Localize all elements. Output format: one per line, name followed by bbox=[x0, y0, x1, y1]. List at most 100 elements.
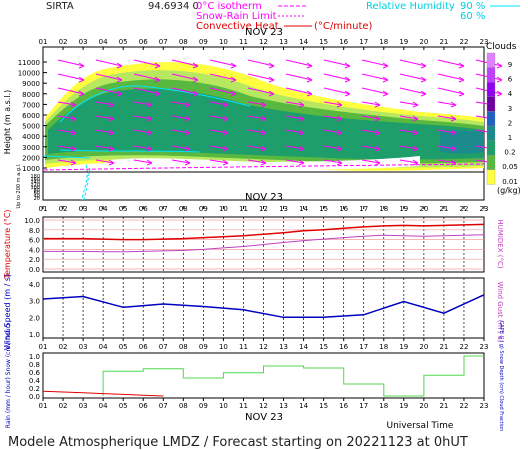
cloud-ylabel: Height (m a.s.l.) bbox=[3, 90, 12, 155]
mid-hour-axis: 0102030405060708091011121314151617181920… bbox=[39, 205, 489, 213]
wind-arrow-head bbox=[374, 115, 381, 122]
wind-arrow-head bbox=[306, 76, 313, 83]
hour-tick-label: 08 bbox=[179, 343, 188, 351]
hour-tick-label: 21 bbox=[439, 343, 448, 351]
wind-arrow bbox=[95, 159, 115, 164]
wind-arrow bbox=[57, 101, 77, 106]
hour-tick-label: 18 bbox=[379, 343, 388, 351]
wind-arrow bbox=[95, 59, 123, 67]
low-height-tick-label: 140 bbox=[30, 180, 40, 186]
height-tick-label: 9000 bbox=[22, 80, 40, 88]
wind-arrow-head bbox=[260, 115, 267, 122]
wind-arrow bbox=[95, 129, 115, 134]
hour-tick-label: 08 bbox=[179, 402, 188, 410]
model-footer: Modele Atmospherique LMDZ / Forecast sta… bbox=[8, 435, 468, 450]
hour-tick-label: 06 bbox=[139, 38, 148, 46]
hour-tick-label: 05 bbox=[119, 402, 128, 410]
wind-arrow-head bbox=[146, 101, 153, 108]
wind-arrow bbox=[437, 159, 457, 164]
wind-arrow bbox=[247, 59, 275, 67]
wind-arrow-head bbox=[78, 62, 85, 69]
wind-arrow bbox=[57, 159, 77, 164]
hour-tick-label: 20 bbox=[419, 38, 428, 46]
y-tick-label: 0.8 bbox=[29, 361, 40, 369]
wind-arrow-head bbox=[374, 101, 381, 108]
y-tick-label: 4.0 bbox=[29, 246, 40, 254]
hour-tick-label: 12 bbox=[259, 343, 268, 351]
wind-arrow bbox=[361, 145, 381, 150]
hour-tick-label: 05 bbox=[119, 38, 128, 46]
wind-arrow-head bbox=[298, 129, 305, 136]
wind-arrow-head bbox=[70, 115, 77, 122]
wind-arrow bbox=[247, 87, 275, 95]
cloud-legend-swatch bbox=[486, 67, 496, 83]
wind-arrow-head bbox=[154, 90, 161, 97]
hour-tick-label: 15 bbox=[319, 343, 328, 351]
wind-arrow-head bbox=[412, 129, 419, 136]
coord-readout: 94.6934 0 bbox=[148, 1, 199, 12]
height-tick-label: 6000 bbox=[22, 112, 40, 120]
wind-arrow bbox=[285, 145, 305, 150]
wind-arrow-head bbox=[336, 115, 343, 122]
hour-tick-label: 22 bbox=[459, 402, 468, 410]
wind-arrow bbox=[323, 87, 351, 95]
hour-tick-label: 14 bbox=[299, 402, 308, 410]
universal-time-label: Universal Time bbox=[387, 421, 454, 431]
legend-convective-unit: (°C/minute) bbox=[314, 21, 373, 32]
height-tick-label: 7000 bbox=[22, 101, 40, 109]
rain-line bbox=[42, 390, 164, 397]
wind-arrow bbox=[323, 59, 351, 67]
hour-tick-label: 10 bbox=[219, 343, 228, 351]
hour-tick-label: 01 bbox=[39, 402, 48, 410]
y-tick-label: 0.6 bbox=[29, 369, 41, 377]
low-height-tick-label: 20 bbox=[34, 196, 40, 202]
hour-tick-label: 15 bbox=[319, 402, 328, 410]
wind-arrow bbox=[361, 159, 381, 164]
wind-arrow bbox=[57, 115, 77, 120]
wind-arrow bbox=[285, 101, 305, 106]
wind-arrow bbox=[247, 129, 267, 134]
y-tick-label: 3.0 bbox=[29, 298, 40, 306]
cloud-legend-swatch bbox=[486, 96, 496, 112]
hour-tick-label: 02 bbox=[59, 38, 68, 46]
hour-tick-label: 02 bbox=[59, 402, 68, 410]
legend-rh-label: Relative Humidity bbox=[366, 1, 455, 12]
wind-arrow-head bbox=[108, 101, 115, 108]
wind-arrow bbox=[95, 115, 115, 120]
precip-panel: NOV 23 1.00.80.60.40.20.0 Rain (mm / hou… bbox=[5, 321, 504, 432]
wind-arrow-head bbox=[382, 76, 389, 83]
hour-tick-label: 11 bbox=[239, 402, 248, 410]
hour-tick-label: 07 bbox=[159, 38, 168, 46]
wind-arrow bbox=[323, 129, 343, 134]
wind-arrow-head bbox=[344, 62, 351, 69]
wind-arrow bbox=[133, 159, 153, 164]
y-tick-label: 1.0 bbox=[29, 353, 40, 361]
wind-arrow bbox=[323, 145, 343, 150]
hour-tick-label: 19 bbox=[399, 38, 408, 46]
height-tick-label: 3000 bbox=[22, 144, 40, 152]
wind-arrow bbox=[95, 87, 123, 95]
cloud-legend-level: 2 bbox=[508, 119, 512, 127]
wind-arrow bbox=[361, 59, 389, 67]
wind-arrow-head bbox=[222, 145, 229, 152]
gust-ylabel: Wind Gust (m / s) bbox=[496, 281, 504, 342]
wind-arrow-head bbox=[70, 129, 77, 136]
wind-arrow bbox=[133, 129, 153, 134]
wind-ylabel: Wind Speed (m / s) bbox=[3, 274, 12, 350]
wind-arrow-head bbox=[306, 90, 313, 97]
height-tick-label: 2000 bbox=[22, 154, 40, 162]
wind-arrow bbox=[209, 87, 237, 95]
wind-arrow bbox=[171, 101, 191, 106]
wind-arrow-head bbox=[222, 115, 229, 122]
hour-tick-label: 07 bbox=[159, 343, 168, 351]
wind-arrow bbox=[171, 129, 191, 134]
hour-tick-label: 05 bbox=[119, 343, 128, 351]
bottom-hour-axis: 01 02 03 04 05 06 07 08 09 10 11 12 13 14 15 16 17 18 19 20… bbox=[39, 398, 488, 410]
cloud-legend-swatch bbox=[486, 155, 496, 170]
y-tick-label: 2.0 bbox=[29, 256, 40, 264]
wind-arrow-head bbox=[268, 62, 275, 69]
low-height-tick-label: 120 bbox=[30, 182, 40, 188]
wind-arrow bbox=[437, 115, 457, 120]
cloud-legend-level: 1 bbox=[508, 134, 512, 142]
